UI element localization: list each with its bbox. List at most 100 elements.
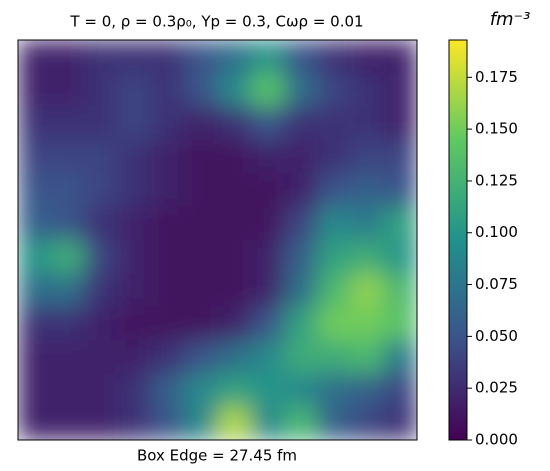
heatmap-cell <box>217 173 252 208</box>
heatmap-cell <box>117 140 152 174</box>
heatmap-cell <box>151 340 185 374</box>
heatmap-cell <box>383 240 417 274</box>
heatmap-cell <box>284 406 318 440</box>
heatmap-cell <box>217 340 252 374</box>
heatmap-cell <box>151 106 185 141</box>
heatmap-cell <box>250 406 285 440</box>
colorbar-tick-label: 0.175 <box>475 68 518 86</box>
heatmap-cell <box>84 306 119 341</box>
colorbar-tick-label: 0.150 <box>475 120 518 138</box>
heatmap-cell <box>317 40 351 74</box>
heatmap-cell <box>117 40 152 74</box>
heatmap-cell <box>284 73 318 108</box>
heatmap-cell <box>117 406 152 440</box>
heatmap-cell <box>250 340 285 374</box>
heatmap-cell <box>350 40 385 74</box>
heatmap-cell <box>117 206 152 241</box>
heatmap-cell <box>117 340 152 374</box>
heatmap-cell <box>383 406 417 440</box>
heatmap-cell <box>117 73 152 108</box>
heatmap-cell <box>84 173 119 208</box>
heatmap-cell <box>51 73 85 108</box>
heatmap-cell <box>284 373 318 408</box>
heatmap-cell <box>18 40 52 74</box>
heatmap-cell <box>151 240 185 274</box>
colorbar-tick-label: 0.125 <box>475 171 518 189</box>
colorbar <box>448 39 468 441</box>
heatmap-cell <box>284 240 318 274</box>
heatmap-cell <box>18 240 52 274</box>
heatmap-cell <box>84 273 119 308</box>
heatmap-cell <box>18 173 52 208</box>
heatmap-cell <box>51 373 85 408</box>
heatmap-cell <box>217 373 252 408</box>
heatmap-cell <box>317 306 351 341</box>
heatmap-cell <box>117 306 152 341</box>
heatmap-cell <box>184 273 218 308</box>
heatmap-cell <box>184 206 218 241</box>
heatmap-cell <box>18 340 52 374</box>
heatmap-cell <box>250 206 285 241</box>
heatmap-cell <box>18 140 52 174</box>
heatmap-cell <box>350 406 385 440</box>
heatmap-cell <box>317 140 351 174</box>
heatmap-cell <box>84 206 119 241</box>
heatmap-cell <box>350 173 385 208</box>
heatmap-cell <box>84 140 119 174</box>
heatmap-cell <box>250 273 285 308</box>
heatmap-cell <box>250 173 285 208</box>
heatmap-cell <box>184 140 218 174</box>
heatmap-cell <box>151 406 185 440</box>
heatmap-cell <box>250 40 285 74</box>
heatmap-cell <box>317 340 351 374</box>
plot-frame <box>17 39 418 441</box>
heatmap-cell <box>250 240 285 274</box>
heatmap-cell <box>51 140 85 174</box>
heatmap-cell <box>51 406 85 440</box>
heatmap-cell <box>383 140 417 174</box>
heatmap-cell <box>217 406 252 440</box>
heatmap-cell <box>317 240 351 274</box>
heatmap-cell <box>383 206 417 241</box>
heatmap-cell <box>18 73 52 108</box>
x-axis-label: Box Edge = 27.45 fm <box>137 447 297 465</box>
heatmap-cell <box>151 273 185 308</box>
heatmap-cell <box>117 373 152 408</box>
chart-title: T = 0, ρ = 0.3ρ₀, Yp = 0.3, Cωρ = 0.01 <box>69 13 363 31</box>
colorbar-tick-label: 0.050 <box>475 327 518 345</box>
heatmap-cell <box>18 206 52 241</box>
heatmap-cell <box>184 373 218 408</box>
heatmap-cell <box>84 240 119 274</box>
heatmap-cell <box>217 106 252 141</box>
heatmap-cell <box>284 340 318 374</box>
heatmap-cell <box>151 73 185 108</box>
colorbar-tick-label: 0.075 <box>475 275 518 293</box>
colorbar-label: fm⁻³ <box>490 9 531 30</box>
heatmap-cell <box>84 406 119 440</box>
heatmap-cell <box>184 40 218 74</box>
heatmap-cell <box>184 240 218 274</box>
heatmap-cell <box>217 73 252 108</box>
heatmap-cell <box>383 340 417 374</box>
heatmap-cell <box>51 306 85 341</box>
heatmap-cell <box>84 73 119 108</box>
heatmap-cell <box>350 340 385 374</box>
heatmap-cell <box>84 373 119 408</box>
heatmap-cell <box>51 273 85 308</box>
heatmap-cell <box>51 173 85 208</box>
colorbar-tick-label: 0.025 <box>475 379 518 397</box>
heatmap-cell <box>117 273 152 308</box>
heatmap-cell <box>51 240 85 274</box>
colorbar-tick-label: 0.000 <box>475 431 518 449</box>
heatmap-clip <box>18 40 417 440</box>
heatmap-cell <box>51 206 85 241</box>
heatmap-cell <box>350 106 385 141</box>
heatmap-cell <box>18 273 52 308</box>
heatmap-cell <box>84 340 119 374</box>
heatmap-cell <box>350 373 385 408</box>
heatmap-cell <box>217 40 252 74</box>
heatmap <box>18 40 417 440</box>
heatmap-cell <box>350 273 385 308</box>
heatmap-cell <box>117 173 152 208</box>
